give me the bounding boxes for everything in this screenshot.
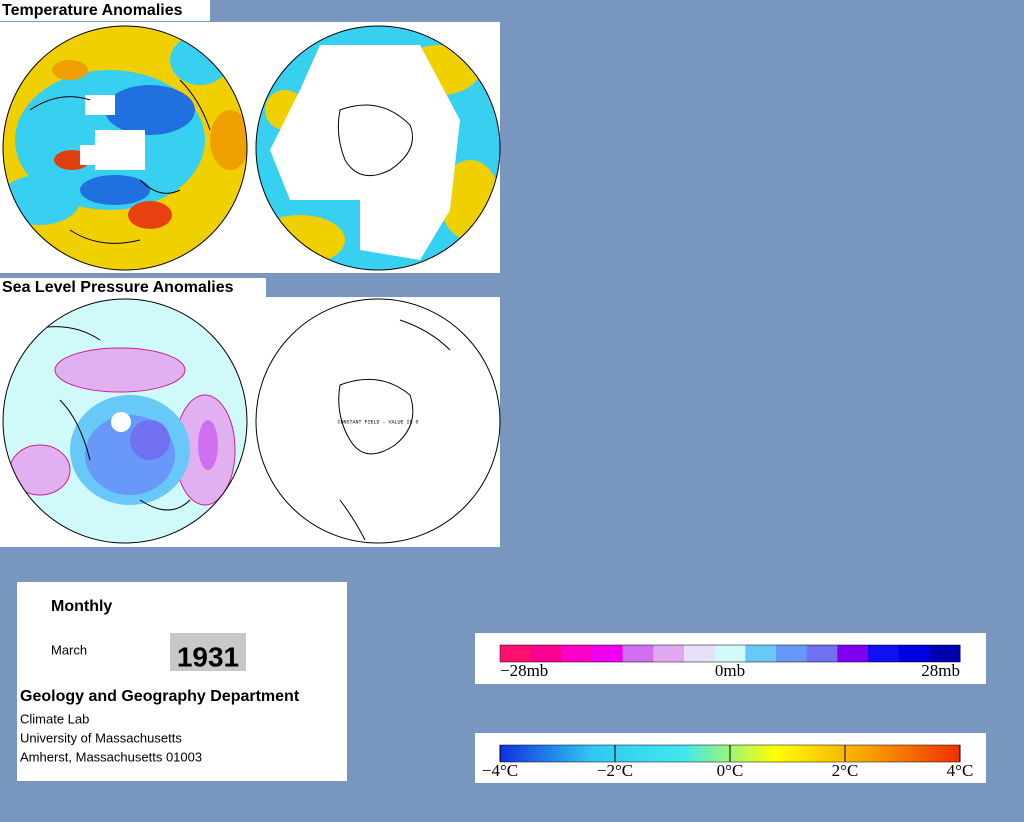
map-note: CONSTANT FIELD - VALUE IS 0 [337, 419, 418, 425]
address-line: Climate Lab [20, 711, 89, 726]
color-swatch [622, 645, 654, 662]
scale-label: 0°C [717, 761, 744, 780]
scale-label: 28mb [921, 661, 960, 680]
color-swatch [684, 645, 716, 662]
map-sh-slp [255, 298, 501, 544]
month: March [51, 642, 87, 657]
scale-label: 4°C [947, 761, 974, 780]
map-outline [255, 25, 501, 271]
scale-label: −4°C [482, 761, 518, 780]
color-swatch [530, 645, 562, 662]
map-nh-slp [3, 299, 247, 543]
address-line: Amherst, Massachusetts 01003 [20, 749, 202, 764]
color-swatch [806, 645, 838, 662]
panel-title: Temperature Anomalies [2, 2, 183, 19]
title-bg [0, 0, 210, 21]
panel-title: Sea Level Pressure Anomalies [2, 279, 234, 296]
map-outline [2, 298, 248, 544]
color-swatch [868, 645, 900, 662]
title-bg [0, 278, 266, 297]
color-swatch [561, 645, 593, 662]
map-outline [2, 25, 248, 271]
year-bg [170, 633, 246, 671]
color-bar-frame [499, 644, 961, 663]
scale-label: −2°C [597, 761, 633, 780]
color-swatch [653, 645, 685, 662]
map-nh-temp [3, 26, 247, 270]
color-swatch [929, 645, 961, 662]
color-swatch [776, 645, 808, 662]
color-swatch [898, 645, 930, 662]
color-swatch [837, 645, 869, 662]
period: Monthly [51, 598, 112, 615]
year: 1931 [177, 641, 239, 672]
map-sh-temp [256, 26, 500, 270]
address-line: University of Massachusetts [20, 730, 182, 745]
color-swatch [745, 645, 777, 662]
scale-label: 2°C [832, 761, 859, 780]
scale-label: 0mb [715, 661, 745, 680]
info-box [17, 582, 347, 781]
department: Geology and Geography Department [20, 688, 300, 705]
color-swatch [592, 645, 624, 662]
color-swatch [714, 645, 746, 662]
scale-label: −28mb [500, 661, 548, 680]
color-swatch [500, 645, 532, 662]
